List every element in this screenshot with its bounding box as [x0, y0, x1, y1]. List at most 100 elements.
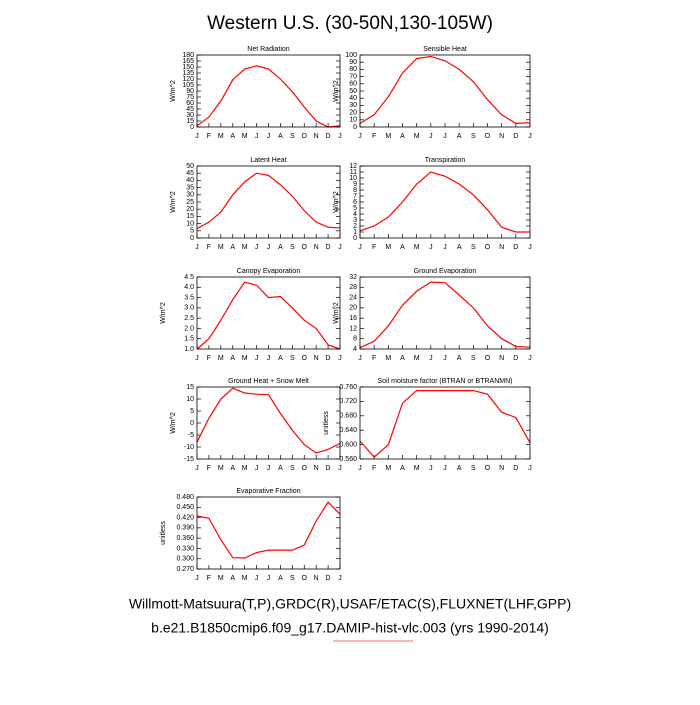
- data-line: [196, 387, 341, 454]
- x-tick-label: M: [242, 244, 248, 251]
- y-tick-label: 8: [353, 187, 357, 194]
- y-tick-label: 150: [182, 64, 194, 71]
- y-tick-label: 12: [349, 163, 357, 170]
- y-tick-label: 1.0: [184, 346, 194, 353]
- y-tick-label: 0: [190, 420, 194, 427]
- x-tick-label: J: [443, 465, 447, 472]
- y-tick-label: 3: [353, 217, 357, 224]
- x-tick-label: M: [414, 244, 420, 251]
- y-tick-label: 3.5: [184, 294, 194, 301]
- x-tick-label: N: [314, 575, 319, 582]
- x-tick-label: O: [302, 355, 308, 362]
- x-tick-label: S: [471, 465, 476, 472]
- x-tick-label: O: [485, 244, 491, 251]
- x-tick-label: F: [372, 244, 376, 251]
- x-tick-label: J: [429, 465, 433, 472]
- x-tick-label: J: [429, 355, 433, 362]
- x-tick-label: S: [290, 465, 295, 472]
- panel-title: Transpiration: [425, 157, 466, 164]
- x-tick-label: S: [290, 133, 295, 140]
- x-tick-label: A: [230, 575, 235, 582]
- data-line: [196, 172, 341, 230]
- y-tick-label: 0.560: [339, 456, 357, 463]
- y-tick-label: 0.600: [339, 441, 357, 448]
- y-tick-label: 4: [353, 211, 357, 218]
- y-tick-label: 1: [353, 229, 357, 236]
- x-tick-label: A: [278, 133, 283, 140]
- x-tick-label: J: [443, 133, 447, 140]
- x-tick-label: O: [302, 244, 308, 251]
- y-tick-label: 32: [349, 274, 357, 281]
- y-tick-label: 60: [186, 100, 194, 107]
- y-axis-label: W/m^2: [333, 191, 340, 213]
- x-tick-label: M: [242, 355, 248, 362]
- x-tick-label: A: [400, 355, 405, 362]
- y-axis-label: W/m^2: [333, 80, 340, 102]
- y-tick-label: 70: [349, 73, 357, 80]
- y-tick-label: 40: [349, 95, 357, 102]
- data-line: [196, 281, 341, 350]
- x-tick-label: M: [242, 133, 248, 140]
- x-tick-label: M: [414, 133, 420, 140]
- panel-title: Latent Heat: [250, 157, 286, 164]
- x-tick-label: N: [314, 133, 319, 140]
- x-tick-label: A: [278, 244, 283, 251]
- y-tick-label: 90: [186, 88, 194, 95]
- x-tick-label: F: [372, 465, 376, 472]
- x-tick-label: J: [338, 355, 342, 362]
- y-tick-label: 0.480: [176, 494, 194, 501]
- y-tick-label: -10: [184, 444, 194, 451]
- y-tick-label: 135: [182, 70, 194, 77]
- x-tick-label: A: [230, 355, 235, 362]
- plot-frame: [359, 276, 531, 350]
- y-tick-label: 15: [186, 213, 194, 220]
- x-tick-label: J: [255, 465, 259, 472]
- x-tick-label: O: [485, 465, 491, 472]
- y-tick-label: 0.760: [339, 384, 357, 391]
- y-axis-label: W/m^2: [170, 412, 177, 434]
- data-line: [359, 281, 531, 349]
- y-tick-label: 25: [186, 199, 194, 206]
- y-tick-label: 15: [186, 384, 194, 391]
- y-tick-label: 7: [353, 193, 357, 200]
- panel-title: Sensible Heat: [423, 46, 467, 53]
- y-tick-label: 12: [349, 325, 357, 332]
- y-tick-label: 5: [190, 408, 194, 415]
- x-tick-label: M: [242, 465, 248, 472]
- x-tick-label: M: [385, 355, 391, 362]
- x-tick-label: O: [302, 465, 308, 472]
- x-tick-label: D: [326, 133, 331, 140]
- x-tick-label: J: [195, 465, 199, 472]
- x-tick-label: N: [314, 465, 319, 472]
- x-tick-label: A: [457, 244, 462, 251]
- data-line: [359, 390, 531, 459]
- x-tick-label: J: [255, 244, 259, 251]
- x-tick-label: S: [290, 244, 295, 251]
- y-tick-label: 0: [190, 124, 194, 131]
- x-tick-label: J: [443, 244, 447, 251]
- panel-title: Evaporative Fraction: [236, 488, 300, 495]
- x-tick-label: M: [218, 465, 224, 472]
- x-tick-label: A: [278, 465, 283, 472]
- x-tick-label: F: [207, 355, 211, 362]
- y-tick-label: 9: [353, 181, 357, 188]
- x-tick-label: J: [195, 244, 199, 251]
- y-axis-label: W/m^2: [333, 302, 340, 324]
- x-tick-label: M: [218, 575, 224, 582]
- x-tick-label: A: [400, 465, 405, 472]
- x-tick-label: O: [485, 355, 491, 362]
- panel-title: Net Radiation: [247, 46, 290, 53]
- y-tick-label: 0: [190, 235, 194, 242]
- x-tick-label: J: [338, 133, 342, 140]
- y-tick-label: 8: [353, 336, 357, 343]
- x-tick-label: D: [326, 575, 331, 582]
- plot-frame: [196, 165, 341, 239]
- panel-title: Canopy Evaporation: [237, 268, 301, 275]
- y-tick-label: 6: [353, 199, 357, 206]
- plot-frame: [196, 54, 341, 128]
- x-tick-label: N: [499, 244, 504, 251]
- y-tick-label: 40: [186, 177, 194, 184]
- y-tick-label: 0: [353, 124, 357, 131]
- x-tick-label: M: [385, 244, 391, 251]
